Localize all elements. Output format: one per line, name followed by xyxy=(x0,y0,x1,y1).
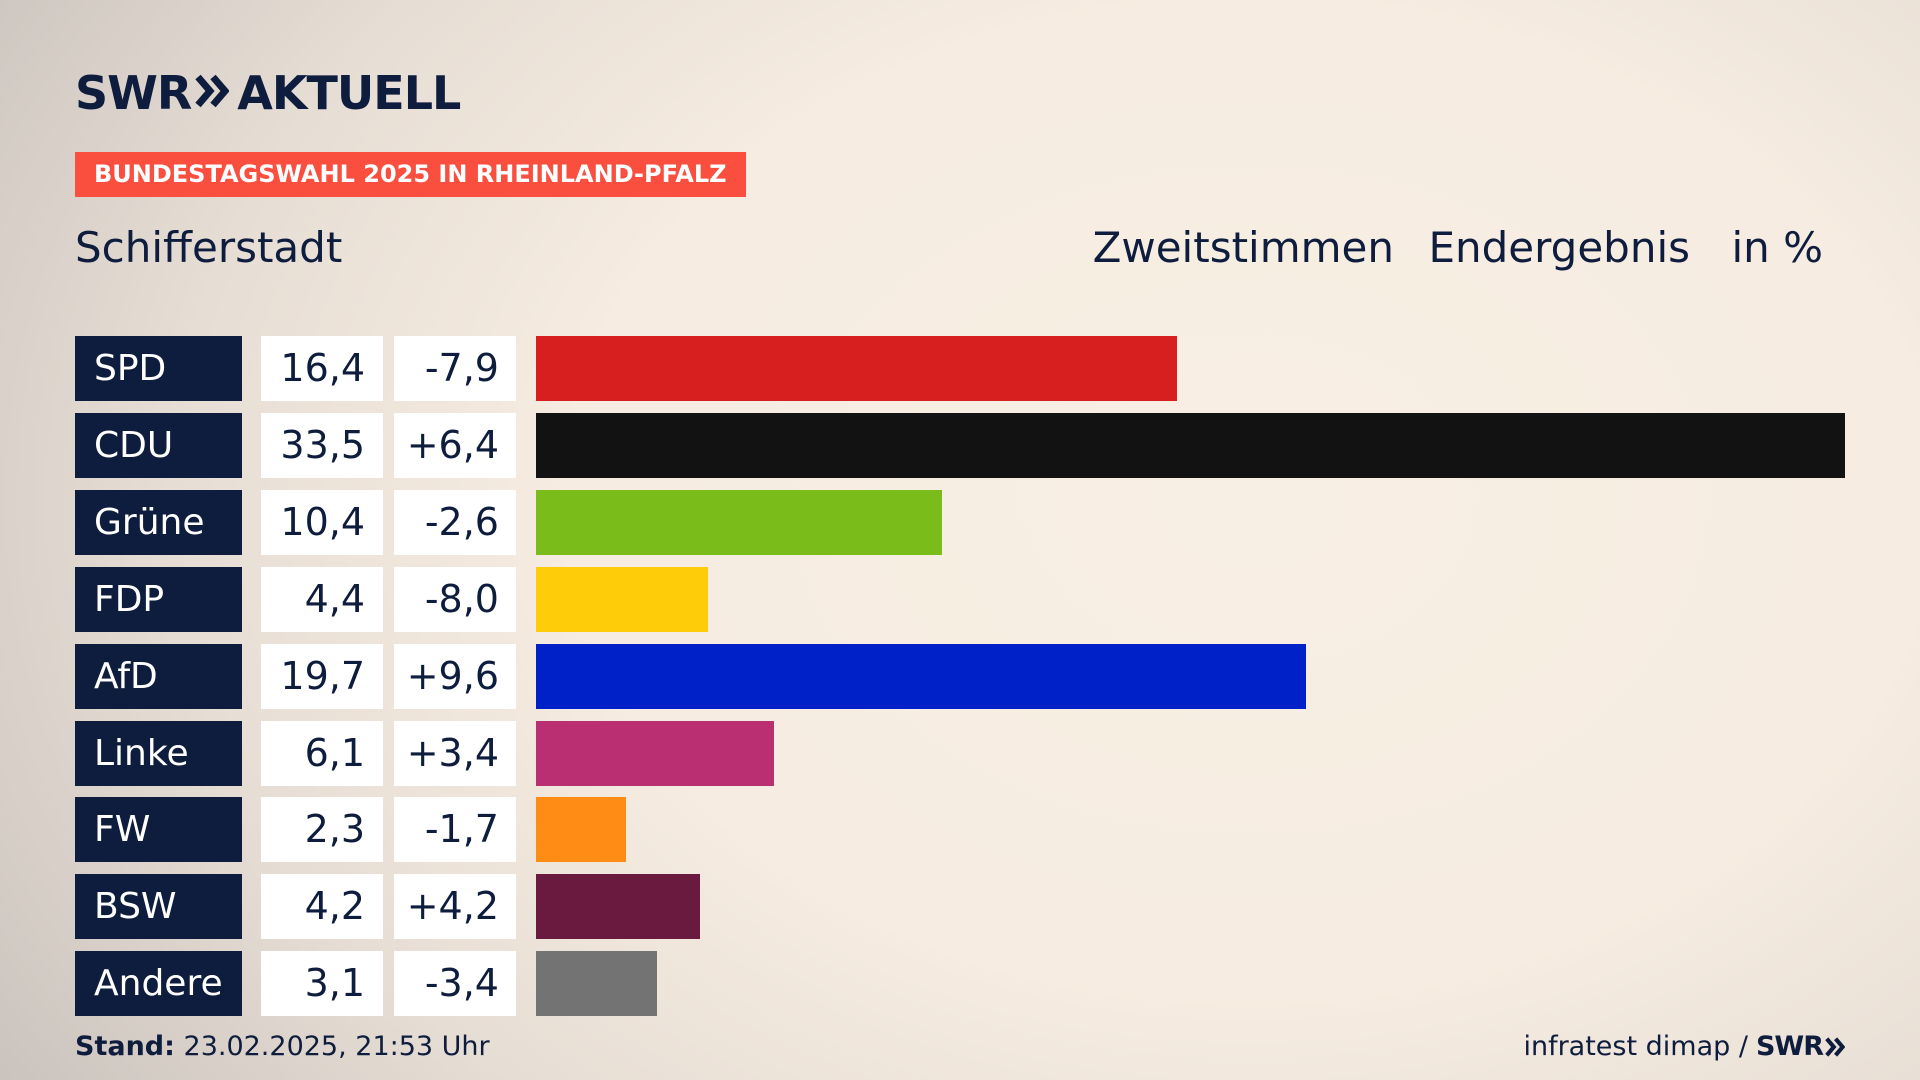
party-row: FW 2,3 -1,7 xyxy=(0,797,1920,863)
change-label: -1,7 xyxy=(394,797,516,863)
location-title: Schifferstadt xyxy=(75,223,343,272)
change-label: +6,4 xyxy=(394,412,516,478)
result-bar xyxy=(536,643,1306,709)
party-label: BSW xyxy=(75,874,242,940)
source-text: infratest dimap / xyxy=(1523,1031,1748,1062)
party-label: Andere xyxy=(75,951,242,1017)
party-label: Linke xyxy=(75,720,242,786)
result-bar xyxy=(536,951,658,1017)
party-label: CDU xyxy=(75,412,242,478)
vote-type-label: Zweitstimmen xyxy=(1092,223,1394,272)
timestamp: Stand: 23.02.2025, 21:53 Uhr xyxy=(75,1030,490,1064)
result-bar xyxy=(536,336,1177,401)
vote-share-label: 19,7 xyxy=(261,643,383,709)
party-label: FW xyxy=(75,797,242,863)
party-row: Andere 3,1 -3,4 xyxy=(0,951,1920,1017)
change-label: -3,4 xyxy=(394,951,516,1017)
double-chevron-icon xyxy=(195,73,230,113)
party-row: BSW 4,2 +4,2 xyxy=(0,874,1920,940)
change-label: +9,6 xyxy=(394,643,516,709)
vote-share-label: 16,4 xyxy=(261,336,383,401)
result-bar xyxy=(536,874,701,940)
election-banner: BUNDESTAGSWAHL 2025 IN RHEINLAND-PFALZ xyxy=(75,152,746,197)
result-bar xyxy=(536,566,708,632)
party-row: SPD 16,4 -7,9 xyxy=(0,336,1920,401)
result-status-label: Endergebnis xyxy=(1428,223,1690,272)
vote-share-label: 6,1 xyxy=(261,720,383,786)
change-label: -7,9 xyxy=(394,336,516,401)
change-label: -8,0 xyxy=(394,566,516,632)
vote-share-label: 4,4 xyxy=(261,566,383,632)
unit-label: in % xyxy=(1731,223,1823,272)
stand-label: Stand: xyxy=(75,1031,175,1062)
vote-share-label: 33,5 xyxy=(261,412,383,478)
party-row: CDU 33,5 +6,4 xyxy=(0,412,1920,478)
party-label: Grüne xyxy=(75,489,242,555)
swr-aktuell-logo: SWR AKTUELL xyxy=(75,66,461,120)
source-credit: infratest dimap / SWR xyxy=(1523,1030,1845,1064)
change-label: -2,6 xyxy=(394,489,516,555)
change-label: +3,4 xyxy=(394,720,516,786)
logo-product: AKTUELL xyxy=(237,66,461,120)
vote-share-label: 10,4 xyxy=(261,489,383,555)
change-label: +4,2 xyxy=(394,874,516,940)
party-row: AfD 19,7 +9,6 xyxy=(0,643,1920,709)
party-row: FDP 4,4 -8,0 xyxy=(0,566,1920,632)
vote-share-label: 3,1 xyxy=(261,951,383,1017)
party-label: FDP xyxy=(75,566,242,632)
party-label: AfD xyxy=(75,643,242,709)
party-row: Linke 6,1 +3,4 xyxy=(0,720,1920,786)
small-logo-text: SWR xyxy=(1755,1031,1824,1062)
party-label: SPD xyxy=(75,336,242,401)
result-bar xyxy=(536,720,775,786)
stand-value: 23.02.2025, 21:53 Uhr xyxy=(183,1031,490,1062)
vote-share-label: 4,2 xyxy=(261,874,383,940)
party-row: Grüne 10,4 -2,6 xyxy=(0,489,1920,555)
logo-brand: SWR xyxy=(75,66,192,120)
vote-share-label: 2,3 xyxy=(261,797,383,863)
result-bar xyxy=(536,489,943,555)
swr-small-logo: SWR xyxy=(1756,1030,1845,1064)
result-bar xyxy=(536,797,626,863)
small-chevron-icon xyxy=(1825,1037,1845,1057)
result-bar xyxy=(536,412,1845,478)
